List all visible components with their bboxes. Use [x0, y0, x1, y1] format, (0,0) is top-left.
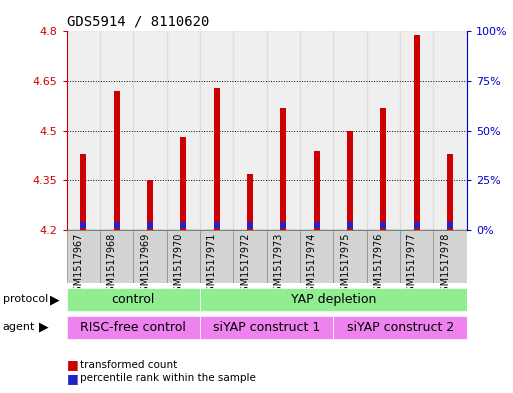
- Bar: [167, 31, 200, 230]
- Text: GSM1517972: GSM1517972: [240, 233, 250, 298]
- Bar: [200, 288, 467, 311]
- Bar: [333, 230, 367, 283]
- Text: GSM1517978: GSM1517978: [440, 233, 450, 298]
- Text: YAP depletion: YAP depletion: [291, 293, 376, 306]
- Bar: [314, 151, 320, 230]
- Bar: [267, 31, 300, 230]
- Bar: [181, 137, 186, 230]
- Bar: [247, 174, 253, 230]
- Bar: [67, 230, 100, 283]
- Text: siYAP construct 1: siYAP construct 1: [213, 321, 321, 334]
- Text: GSM1517977: GSM1517977: [407, 233, 417, 298]
- Bar: [200, 316, 333, 339]
- Bar: [367, 31, 400, 230]
- Bar: [81, 222, 86, 228]
- Bar: [167, 230, 200, 283]
- Bar: [347, 131, 353, 230]
- Bar: [447, 154, 453, 230]
- Text: ■: ■: [67, 358, 78, 371]
- Bar: [347, 222, 353, 228]
- Bar: [147, 222, 153, 228]
- Bar: [314, 222, 320, 228]
- Text: GSM1517973: GSM1517973: [273, 233, 283, 298]
- Bar: [200, 31, 233, 230]
- Bar: [133, 31, 167, 230]
- Bar: [381, 222, 386, 228]
- Bar: [333, 316, 467, 339]
- Bar: [414, 222, 420, 228]
- Bar: [67, 316, 200, 339]
- Bar: [181, 222, 186, 228]
- Bar: [100, 31, 133, 230]
- Bar: [233, 230, 267, 283]
- Bar: [67, 31, 100, 230]
- Bar: [400, 230, 433, 283]
- Bar: [414, 35, 420, 230]
- Text: GSM1517974: GSM1517974: [307, 233, 317, 298]
- Bar: [233, 31, 267, 230]
- Bar: [300, 230, 333, 283]
- Text: control: control: [112, 293, 155, 306]
- Bar: [214, 88, 220, 230]
- Text: protocol: protocol: [3, 294, 48, 305]
- Text: GSM1517971: GSM1517971: [207, 233, 216, 298]
- Bar: [281, 108, 286, 230]
- Bar: [114, 91, 120, 230]
- Text: GSM1517967: GSM1517967: [73, 233, 83, 298]
- Text: GSM1517976: GSM1517976: [373, 233, 384, 298]
- Bar: [133, 230, 167, 283]
- Bar: [400, 31, 433, 230]
- Bar: [433, 230, 467, 283]
- Text: ■: ■: [67, 371, 78, 385]
- Bar: [114, 222, 120, 228]
- Bar: [333, 31, 367, 230]
- Bar: [147, 180, 153, 230]
- Text: transformed count: transformed count: [80, 360, 177, 370]
- Text: percentile rank within the sample: percentile rank within the sample: [80, 373, 255, 383]
- Bar: [367, 230, 400, 283]
- Text: siYAP construct 2: siYAP construct 2: [346, 321, 454, 334]
- Bar: [247, 222, 253, 228]
- Text: GSM1517975: GSM1517975: [340, 233, 350, 298]
- Text: ▶: ▶: [50, 293, 60, 306]
- Bar: [281, 222, 286, 228]
- Text: GDS5914 / 8110620: GDS5914 / 8110620: [67, 15, 209, 29]
- Text: GSM1517969: GSM1517969: [140, 233, 150, 298]
- Bar: [200, 230, 233, 283]
- Bar: [300, 31, 333, 230]
- Bar: [214, 222, 220, 228]
- Text: agent: agent: [3, 322, 35, 332]
- Bar: [447, 222, 453, 228]
- Text: RISC-free control: RISC-free control: [81, 321, 186, 334]
- Bar: [267, 230, 300, 283]
- Text: GSM1517968: GSM1517968: [107, 233, 116, 298]
- Text: ▶: ▶: [38, 320, 48, 334]
- Bar: [67, 288, 200, 311]
- Bar: [433, 31, 467, 230]
- Text: GSM1517970: GSM1517970: [173, 233, 183, 298]
- Bar: [100, 230, 133, 283]
- Bar: [381, 108, 386, 230]
- Bar: [81, 154, 86, 230]
